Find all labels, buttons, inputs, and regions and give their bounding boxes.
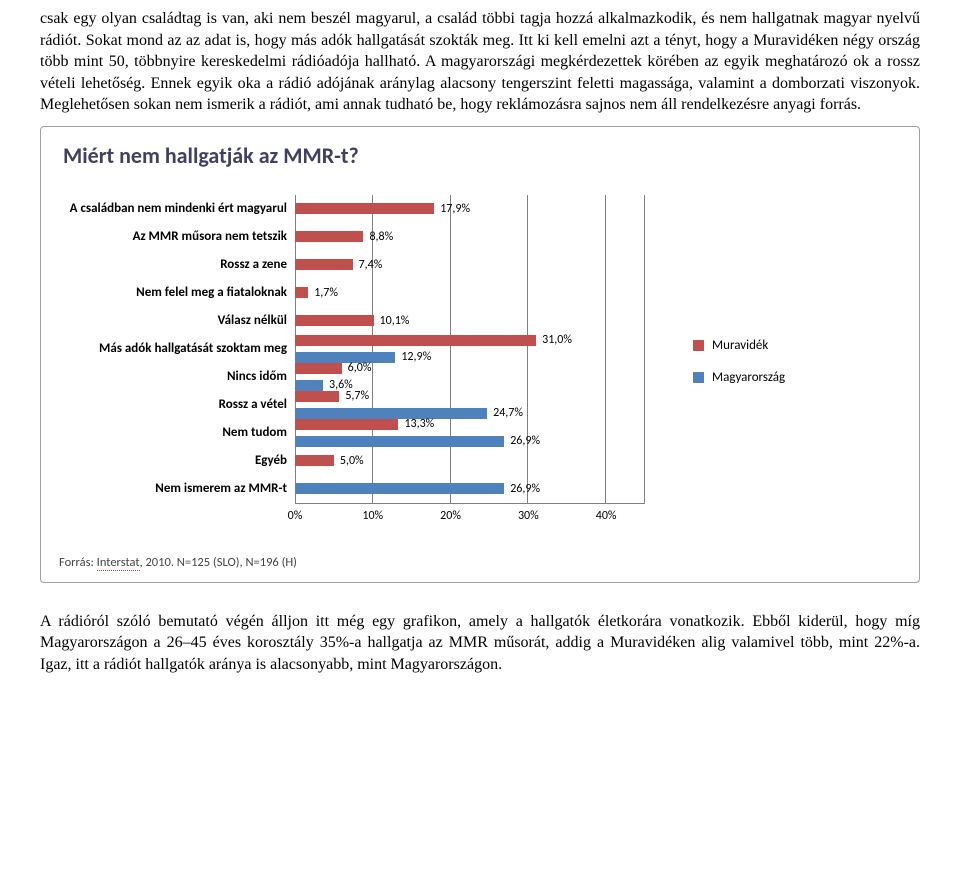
chart-bar: 10,1% — [295, 313, 645, 329]
chart-source: Forrás: Interstat, 2010. N=125 (SLO), N=… — [59, 555, 905, 572]
chart-container: Miért nem hallgatják az MMR-t? A családb… — [40, 126, 920, 583]
legend-label: Magyarország — [712, 369, 785, 387]
chart-bar-slot: 26,9% — [295, 475, 645, 503]
bar-rect — [295, 483, 504, 494]
chart-bar: 6,0% — [295, 360, 645, 376]
paragraph-outro: A rádióról szóló bemutató végén álljon i… — [40, 611, 920, 676]
chart-legend: Muravidék Magyarország — [693, 323, 785, 400]
chart-x-axis: 0%10%20%30%40% — [295, 503, 645, 529]
chart-bar: 7,4% — [295, 257, 645, 273]
bar-rect — [295, 335, 536, 346]
paragraph-intro: csak egy olyan családtag is van, aki nem… — [40, 8, 920, 116]
chart-bar: 26,9% — [295, 433, 645, 449]
chart-plot-area: 17,9% 8,8% 7,4% 1,7% 10,1% 31,0%12,9%6,0%3,6%… — [295, 195, 645, 503]
chart-bar-slot: 7,4% — [295, 251, 645, 279]
chart-category-label: Nincs időm — [55, 363, 295, 391]
chart-bar-slot: 5,7%24,7% — [295, 391, 645, 419]
chart-bar-slot: 6,0%3,6% — [295, 363, 645, 391]
chart-bar: 17,9% — [295, 201, 645, 217]
chart-x-tick: 40% — [596, 508, 617, 524]
chart-bar-slot: 1,7% — [295, 279, 645, 307]
chart-bar-slot: 10,1% — [295, 307, 645, 335]
bar-rect — [295, 436, 504, 447]
chart-category-label: Más adók hallgatását szoktam meg — [55, 335, 295, 363]
chart-category-label: Válasz nélkül — [55, 307, 295, 335]
chart-category-label: Nem ismerem az MMR-t — [55, 475, 295, 503]
legend-item: Magyarország — [693, 369, 785, 387]
chart-bar: 31,0% — [295, 332, 645, 348]
legend-swatch — [693, 372, 704, 383]
bar-rect — [295, 259, 353, 270]
chart-category-label: Egyéb — [55, 447, 295, 475]
chart-x-tick: 30% — [518, 508, 539, 524]
chart-x-tick: 20% — [440, 508, 461, 524]
bar-value-label: 10,1% — [380, 313, 410, 329]
chart-category-labels: A családban nem mindenki ért magyarulAz … — [55, 195, 295, 503]
bar-value-label: 13,3% — [404, 416, 434, 432]
chart-bar-slot: 31,0%12,9% — [295, 335, 645, 363]
chart-x-tick: 10% — [362, 508, 383, 524]
legend-item: Muravidék — [693, 337, 785, 355]
bar-value-label: 26,9% — [510, 481, 540, 497]
bar-value-label: 1,7% — [314, 285, 338, 301]
chart-category-label: Az MMR műsora nem tetszik — [55, 223, 295, 251]
legend-swatch — [693, 340, 704, 351]
chart-category-label: Rossz a vétel — [55, 391, 295, 419]
bar-value-label: 31,0% — [542, 332, 572, 348]
chart-category-label: A családban nem mindenki ért magyarul — [55, 195, 295, 223]
bar-value-label: 5,7% — [345, 388, 369, 404]
chart-x-tick: 0% — [288, 508, 303, 524]
chart-bar: 5,0% — [295, 453, 645, 469]
bar-rect — [295, 287, 308, 298]
chart-bar: 13,3% — [295, 416, 645, 432]
bar-rect — [295, 419, 398, 430]
chart-bars: 17,9% 8,8% 7,4% 1,7% 10,1% 31,0%12,9%6,0%3,6%… — [295, 195, 645, 503]
chart-category-label: Nem tudom — [55, 419, 295, 447]
bar-rect — [295, 315, 374, 326]
bar-rect — [295, 363, 342, 374]
bar-value-label: 17,9% — [440, 201, 470, 217]
chart-category-label: Nem felel meg a fiataloknak — [55, 279, 295, 307]
chart-bar-slot: 8,8% — [295, 223, 645, 251]
bar-rect — [295, 203, 434, 214]
chart-plot: A családban nem mindenki ért magyarulAz … — [55, 195, 645, 529]
bar-rect — [295, 455, 334, 466]
chart-title: Miért nem hallgatják az MMR-t? — [63, 141, 905, 171]
chart-bar: 5,7% — [295, 388, 645, 404]
bar-rect — [295, 391, 339, 402]
chart-bar: 1,7% — [295, 285, 645, 301]
chart-bar: 26,9% — [295, 481, 645, 497]
bar-value-label: 8,8% — [369, 229, 393, 245]
chart-bar-slot: 5,0% — [295, 447, 645, 475]
chart-bar-slot: 17,9% — [295, 195, 645, 223]
chart-category-label: Rossz a zene — [55, 251, 295, 279]
bar-value-label: 6,0% — [348, 360, 372, 376]
chart-bar-slot: 13,3% 26,9% — [295, 419, 645, 447]
bar-rect — [295, 231, 363, 242]
chart-bar: 8,8% — [295, 229, 645, 245]
legend-label: Muravidék — [712, 337, 768, 355]
bar-value-label: 26,9% — [510, 433, 540, 449]
bar-value-label: 5,0% — [340, 453, 364, 469]
bar-value-label: 7,4% — [359, 257, 383, 273]
